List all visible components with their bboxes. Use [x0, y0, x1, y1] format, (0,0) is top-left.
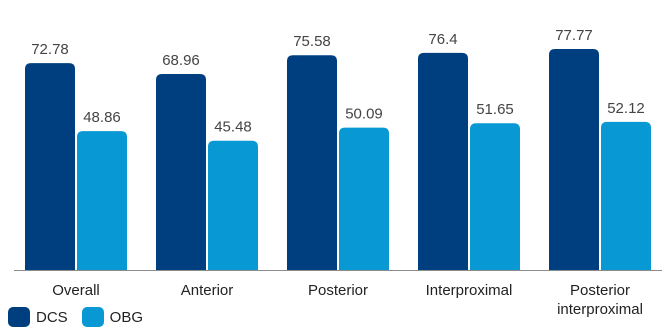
- category-label-4: Posterior interproximal: [557, 282, 643, 318]
- bar-dcs-3: [418, 52, 468, 270]
- data-label-obg-2: 50.09: [345, 106, 383, 123]
- legend-item-dcs: DCS: [8, 307, 68, 327]
- legend: DCS OBG: [8, 307, 143, 327]
- data-label-dcs-1: 68.96: [162, 52, 200, 69]
- data-label-dcs-3: 76.4: [428, 31, 457, 48]
- bar-obg-3: [470, 123, 520, 270]
- category-label-0: Overall: [52, 282, 100, 299]
- bar-obg-0: [77, 131, 127, 270]
- bar-dcs-1: [156, 74, 206, 270]
- legend-swatch-dcs: [8, 307, 30, 327]
- data-label-dcs-4: 77.77: [555, 27, 593, 44]
- bar-dcs-2: [287, 55, 337, 271]
- category-label-2: Posterior: [308, 282, 368, 299]
- bar-dcs-4: [549, 48, 599, 270]
- bar-dcs-0: [25, 63, 75, 270]
- data-label-obg-4: 52.12: [607, 100, 645, 117]
- category-label-1: Anterior: [181, 282, 234, 299]
- data-label-dcs-0: 72.78: [31, 41, 69, 58]
- bar-obg-2: [339, 127, 389, 270]
- data-label-obg-3: 51.65: [476, 101, 514, 118]
- bar-obg-1: [208, 140, 258, 270]
- data-label-obg-1: 45.48: [214, 119, 252, 136]
- legend-swatch-obg: [81, 307, 104, 327]
- data-label-obg-0: 48.86: [83, 109, 121, 126]
- legend-item-obg: OBG: [81, 307, 144, 327]
- data-label-dcs-2: 75.58: [293, 33, 331, 50]
- legend-label-dcs: DCS: [36, 308, 68, 326]
- bar-obg-4: [601, 121, 651, 270]
- legend-label-obg: OBG: [109, 308, 144, 326]
- category-label-3: Interproximal: [426, 282, 513, 299]
